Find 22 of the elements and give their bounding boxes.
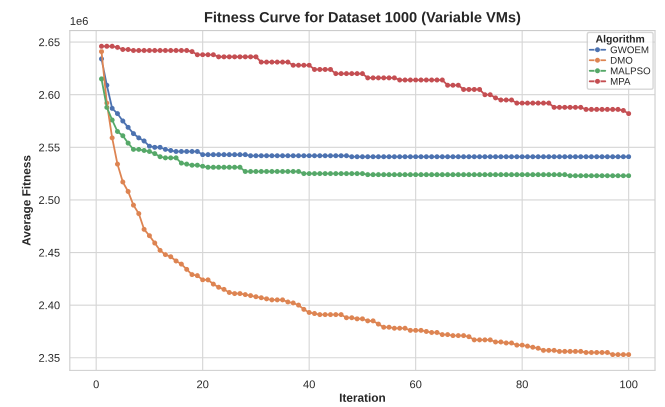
- x-tick-label: 80: [516, 380, 528, 388]
- y-tick-label: 2.65: [39, 38, 60, 46]
- legend-label: MALPSO: [610, 67, 650, 74]
- x-tick-label: 100: [620, 380, 638, 388]
- y-tick-label: 2.35: [39, 354, 60, 362]
- x-axis-title: Iteration: [340, 393, 385, 402]
- legend-label: DMO: [610, 56, 632, 64]
- x-tick-label: 40: [303, 380, 315, 388]
- legend-title: Algorithm: [596, 34, 644, 45]
- y-tick-label: 2.60: [39, 90, 60, 99]
- y-tick-label: 2.55: [39, 144, 60, 152]
- y-tick-label: 2.45: [39, 248, 60, 257]
- legend-label: GWOEM: [610, 46, 648, 54]
- x-tick-label: 60: [410, 380, 422, 388]
- y-tick-label: 2.40: [39, 301, 60, 310]
- x-tick-label: 0: [94, 380, 99, 388]
- y-axis-title: Average Fitness: [22, 156, 33, 246]
- text: 1e6: [70, 17, 88, 25]
- chart-title: Fitness Curve for Dataset 1000 (Variable VMs): [204, 12, 520, 26]
- x-tick-label: 20: [197, 380, 208, 388]
- legend-label: MPA: [610, 78, 630, 85]
- y-tick-label: 2.50: [39, 196, 60, 204]
